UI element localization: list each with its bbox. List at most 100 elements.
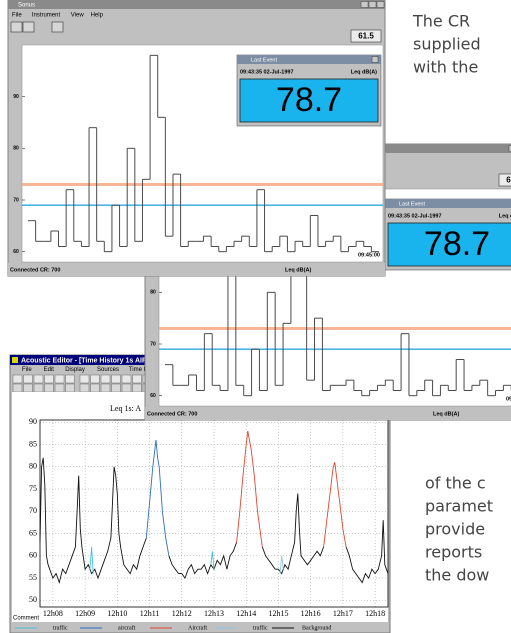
legend-label: traffic <box>253 624 268 631</box>
y-tick-label: 75 <box>29 484 37 493</box>
status-text: Connected CR: 700 <box>147 411 197 417</box>
toolbar-button[interactable] <box>79 374 90 384</box>
level-value: 61.5 <box>506 176 511 185</box>
x-tick-label: 12h12 <box>172 609 192 618</box>
window-button[interactable] <box>368 1 377 8</box>
status-text: Connected CR: 700 <box>10 267 60 273</box>
window-button[interactable] <box>360 1 369 8</box>
y-tick-label: 65 <box>29 528 37 537</box>
app-icon <box>12 357 18 363</box>
status-bar <box>145 407 511 420</box>
x-tick-label: 12h08 <box>43 609 63 618</box>
toolbar-button[interactable] <box>65 383 75 393</box>
status-unit: Leq dB(A) <box>433 411 459 417</box>
menu-item[interactable]: Sources <box>97 367 119 373</box>
close-button[interactable] <box>371 56 379 63</box>
brochure-text: The CR supplied with the of the c paramet pro… <box>412 12 493 585</box>
toolbar-button[interactable] <box>51 21 64 33</box>
legend-label: aircraft <box>118 624 136 631</box>
x-tick-label: 12h17 <box>333 609 353 618</box>
y-tick-label: 80 <box>29 462 37 471</box>
y-tick-label: 60 <box>29 551 37 560</box>
menu-item[interactable]: File <box>12 13 22 19</box>
window-title: Acoustic Editor - [Time History 1s AIRPO… <box>21 357 172 364</box>
last-event-value: 78.7 <box>276 81 342 119</box>
last-event-value: 78.7 <box>424 225 490 263</box>
window-button[interactable] <box>508 145 511 152</box>
legend-label: traffic <box>53 624 68 631</box>
trace-time: 09:45:00 <box>358 252 380 258</box>
y-tick-label: 90 <box>13 94 19 100</box>
toolbar-button[interactable] <box>65 374 75 384</box>
last-event-timestamp: 09:43:35 02-Jul-1997 <box>240 69 294 75</box>
data-line <box>279 555 284 574</box>
x-tick-label: 12h14 <box>236 609 256 618</box>
toolbar-button[interactable] <box>10 21 23 33</box>
title-bar <box>8 0 385 9</box>
toolbar-button[interactable] <box>12 383 23 393</box>
last-event-timestamp: 09:43:35 02-Jul-1997 <box>388 213 442 219</box>
y-tick-label: 80 <box>150 290 156 296</box>
y-tick-label: 70 <box>29 506 37 515</box>
toolbar-button[interactable] <box>54 383 65 393</box>
body-text: paramet <box>425 497 493 516</box>
toolbar-button[interactable] <box>54 374 65 384</box>
window-button[interactable] <box>376 1 385 8</box>
y-tick-label: 80 <box>13 146 19 152</box>
data-line <box>145 439 170 556</box>
level-box <box>350 29 382 43</box>
toolbar-button[interactable] <box>44 383 54 393</box>
menu-item[interactable]: Instrument <box>32 13 61 19</box>
last-event-unit: Leq dB(A) <box>499 213 511 219</box>
menu-item[interactable]: Help <box>91 13 104 19</box>
window-title: Sonus <box>18 3 35 9</box>
y-tick-label: 50 <box>29 595 37 604</box>
data-line <box>236 431 347 547</box>
toolbar-button[interactable] <box>100 374 111 384</box>
data-line <box>89 546 215 574</box>
menu-item[interactable]: View <box>71 13 85 19</box>
menu-item[interactable]: Edit <box>44 367 55 373</box>
y-tick-label: 60 <box>150 393 156 399</box>
body-text: supplied <box>413 35 481 54</box>
last-event-display <box>387 222 511 267</box>
toolbar-button[interactable] <box>23 383 33 393</box>
last-event-title: Last Event <box>251 57 277 63</box>
toolbar-button[interactable] <box>132 383 142 393</box>
x-tick-label: 12h10 <box>107 609 127 618</box>
toolbar-button[interactable] <box>22 21 35 33</box>
comment-label: Comment <box>13 616 39 622</box>
legend-label: Aircraft <box>188 624 207 631</box>
x-tick-label: 12h15 <box>268 609 288 618</box>
last-event-unit: Leq dB(A) <box>351 69 377 75</box>
x-tick-label: 12h09 <box>75 609 95 618</box>
level-value: 61.5 <box>358 32 374 41</box>
chart-area <box>12 392 388 622</box>
y-tick-label: 70 <box>150 341 156 347</box>
toolbar-button[interactable] <box>23 374 33 384</box>
toolbar-button[interactable] <box>44 374 54 384</box>
last-event-title-bar <box>237 55 381 64</box>
toolbar-button[interactable] <box>111 383 121 393</box>
toolbar-button[interactable] <box>90 383 100 393</box>
body-text: The CR <box>412 12 470 31</box>
last-event-title-bar <box>385 199 511 208</box>
toolbar-button[interactable] <box>111 374 121 384</box>
level-box <box>498 173 511 187</box>
toolbar-button[interactable] <box>132 374 142 384</box>
body-text: the dow <box>425 566 489 585</box>
x-tick-label: 12h13 <box>204 609 224 618</box>
toolbar-button[interactable] <box>90 374 100 384</box>
toolbar-button[interactable] <box>121 383 132 393</box>
menu-item[interactable]: File <box>22 367 32 373</box>
last-event-title: Last Event <box>399 201 425 207</box>
toolbar-button[interactable] <box>79 383 90 393</box>
toolbar-button[interactable] <box>33 374 44 384</box>
menu-item[interactable]: Display <box>65 367 85 373</box>
toolbar-button[interactable] <box>33 383 44 393</box>
toolbar-button[interactable] <box>12 374 23 384</box>
toolbar-button[interactable] <box>100 383 111 393</box>
y-tick-label: 85 <box>29 439 37 448</box>
toolbar-button[interactable] <box>121 374 132 384</box>
